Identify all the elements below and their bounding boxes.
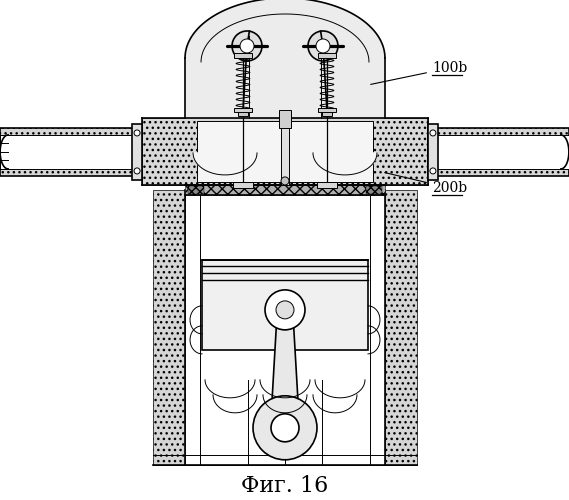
- Bar: [197, 121, 373, 182]
- Circle shape: [316, 39, 330, 53]
- Text: Фиг. 16: Фиг. 16: [241, 475, 329, 497]
- Bar: [317, 182, 337, 188]
- Bar: [322, 110, 332, 116]
- Polygon shape: [185, 0, 385, 118]
- Circle shape: [430, 168, 436, 174]
- Bar: [153, 190, 185, 465]
- Bar: [265, 415, 305, 440]
- Bar: [142, 118, 428, 185]
- Circle shape: [271, 414, 299, 442]
- Circle shape: [430, 130, 436, 136]
- Text: 100b: 100b: [370, 61, 467, 84]
- Bar: [188, 186, 204, 194]
- Bar: [318, 53, 336, 58]
- Circle shape: [265, 290, 305, 330]
- Bar: [281, 118, 289, 185]
- Bar: [233, 182, 253, 188]
- Bar: [428, 124, 438, 180]
- Bar: [279, 110, 291, 128]
- Circle shape: [232, 31, 262, 61]
- Bar: [132, 124, 142, 180]
- Bar: [234, 108, 252, 112]
- Circle shape: [134, 168, 140, 174]
- Circle shape: [134, 130, 140, 136]
- Polygon shape: [193, 153, 257, 175]
- Circle shape: [308, 31, 338, 61]
- Bar: [185, 185, 385, 195]
- Circle shape: [253, 396, 317, 460]
- Circle shape: [240, 39, 254, 53]
- Polygon shape: [271, 315, 299, 418]
- Bar: [202, 260, 368, 350]
- Bar: [0, 135, 142, 169]
- Bar: [385, 190, 417, 465]
- Circle shape: [281, 177, 289, 185]
- Polygon shape: [313, 153, 377, 175]
- Bar: [428, 135, 569, 169]
- Bar: [0, 128, 142, 176]
- Bar: [234, 53, 252, 58]
- Text: 200b: 200b: [385, 172, 467, 195]
- Circle shape: [276, 301, 294, 319]
- Bar: [318, 108, 336, 112]
- Bar: [366, 186, 382, 194]
- Bar: [428, 128, 569, 176]
- Bar: [238, 110, 248, 116]
